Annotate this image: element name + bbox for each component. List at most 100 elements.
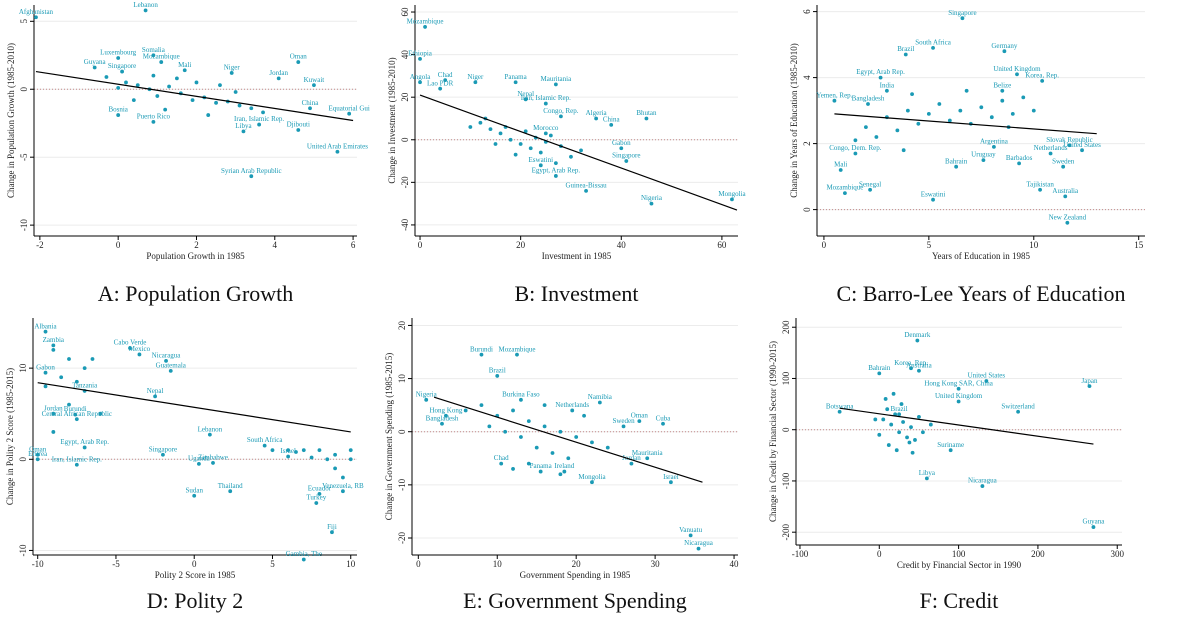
- point: [837, 409, 842, 414]
- point: [473, 80, 478, 85]
- fit-line: [839, 407, 1094, 445]
- point: [542, 424, 547, 429]
- point-label: Iran, Islamic Rep.: [52, 455, 102, 463]
- point-label: Singapore: [108, 62, 136, 70]
- point-label: Gabon: [36, 363, 55, 371]
- point: [913, 438, 917, 442]
- point: [868, 187, 872, 192]
- point-label: Albania: [34, 322, 57, 330]
- point: [194, 80, 199, 85]
- point: [877, 432, 882, 437]
- point: [233, 90, 238, 94]
- y-tick-label: -10: [18, 544, 28, 556]
- point: [508, 137, 513, 142]
- y-tick-label: -100: [781, 472, 791, 489]
- point: [1080, 148, 1084, 153]
- point: [553, 161, 558, 166]
- point: [301, 448, 306, 453]
- point-label: Mali: [834, 161, 847, 169]
- point: [553, 82, 558, 87]
- point: [296, 60, 301, 64]
- point-label: Lebanon: [133, 1, 158, 9]
- point: [964, 88, 969, 93]
- y-tick-label: -10: [397, 478, 407, 490]
- point-label: Netherlands: [1034, 144, 1068, 152]
- point: [989, 115, 994, 120]
- point: [309, 455, 314, 460]
- point: [897, 412, 902, 417]
- point-label: Chad: [494, 454, 509, 462]
- x-tick-label: -100: [792, 549, 809, 559]
- fit-line: [35, 70, 354, 122]
- x-tick-label: 5: [927, 240, 932, 250]
- panel-caption: B: Investment: [514, 281, 638, 306]
- point: [909, 425, 913, 430]
- panel: -10 -5 0 5 -2 0 2 4 6 Population Growth in 1985 Ch…: [6, 1, 370, 306]
- y-tick-label: 60: [400, 7, 410, 17]
- point: [43, 329, 48, 334]
- point: [903, 52, 908, 57]
- point-label: Somalia: [142, 46, 166, 54]
- point-label: Afghanistan: [19, 8, 54, 16]
- point-label: Tanzania: [72, 382, 98, 390]
- point: [444, 413, 448, 418]
- point: [498, 131, 503, 136]
- point-label: Namibia: [588, 393, 613, 401]
- point: [519, 435, 523, 439]
- point: [889, 422, 894, 427]
- point: [553, 174, 558, 178]
- point-label: United Kingdom: [993, 65, 1041, 73]
- point-label: United States: [968, 372, 1006, 380]
- point-label: Oman: [631, 412, 649, 420]
- panel: 0 2 4 6 0 5 10 15 Years of Education in 1985 Chan…: [789, 5, 1145, 306]
- point: [1021, 95, 1026, 100]
- point-label: Netherlands: [555, 401, 589, 409]
- x-tick-label: 0: [416, 559, 421, 569]
- point-label: Slovak Republic: [1046, 136, 1092, 144]
- point: [325, 457, 330, 462]
- point-label: Guatemala: [156, 361, 187, 369]
- point: [907, 440, 912, 445]
- point: [1017, 161, 1021, 166]
- point: [543, 101, 548, 106]
- point: [1065, 220, 1070, 225]
- point: [863, 125, 868, 129]
- point: [619, 146, 624, 151]
- point-label: Mauritania: [632, 449, 664, 457]
- point: [207, 432, 212, 437]
- point: [909, 366, 913, 371]
- point: [515, 352, 519, 357]
- point: [74, 379, 79, 384]
- point-label: Gabon: [612, 139, 631, 147]
- point: [478, 120, 483, 125]
- point: [218, 83, 222, 88]
- point: [479, 352, 484, 357]
- point: [548, 133, 553, 138]
- point: [574, 435, 579, 439]
- x-tick-label: 6: [351, 240, 356, 250]
- point: [980, 484, 985, 488]
- point-label: Eswatini: [921, 190, 946, 198]
- x-tick-label: 30: [651, 559, 661, 569]
- point: [151, 119, 156, 124]
- point-label: Burkina Faso: [502, 390, 540, 398]
- point: [74, 462, 79, 467]
- point: [624, 159, 629, 163]
- point: [558, 429, 563, 434]
- point: [348, 448, 353, 453]
- point-label: Luxembourg: [100, 49, 137, 57]
- point: [308, 106, 312, 111]
- point-label: Eswatini: [529, 156, 554, 164]
- x-tick-label: 4: [273, 240, 278, 250]
- point: [116, 85, 121, 90]
- panel-caption: F: Credit: [920, 588, 999, 613]
- point-label: Nepal: [517, 90, 534, 98]
- point: [523, 97, 528, 102]
- y-tick-label: 0: [18, 457, 28, 462]
- point: [333, 466, 337, 471]
- x-axis-title: Years of Education in 1985: [932, 251, 1031, 261]
- point: [487, 424, 492, 429]
- point: [645, 456, 650, 461]
- point: [921, 430, 925, 435]
- point-label: Mali: [178, 61, 191, 69]
